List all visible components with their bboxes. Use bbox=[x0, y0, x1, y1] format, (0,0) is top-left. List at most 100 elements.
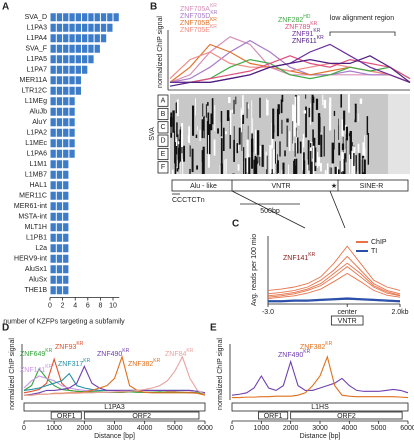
alignment-texture bbox=[235, 96, 237, 105]
alignment-texture bbox=[317, 156, 321, 167]
alignment-texture bbox=[338, 142, 341, 156]
alignment-texture bbox=[340, 94, 343, 108]
alignment-texture bbox=[326, 163, 329, 174]
alignment-texture bbox=[344, 153, 347, 160]
category-label: AluSx bbox=[29, 277, 48, 284]
alignment-texture bbox=[288, 131, 291, 152]
bar bbox=[50, 55, 95, 64]
category-label: HAL1 bbox=[29, 182, 47, 189]
x-tick-label: 6000 bbox=[197, 425, 213, 432]
bar bbox=[50, 139, 76, 148]
alignment-texture bbox=[345, 126, 348, 141]
profile-line bbox=[268, 297, 401, 302]
category-label: HERV9-int bbox=[14, 256, 47, 263]
alignment-texture bbox=[341, 119, 344, 137]
alignment-texture bbox=[272, 108, 275, 139]
alignment-texture bbox=[174, 130, 176, 164]
orf-box bbox=[257, 411, 289, 420]
category-label: L1PA6 bbox=[27, 151, 48, 158]
series-label: ZNF705AKR bbox=[180, 3, 217, 13]
bar bbox=[50, 44, 101, 53]
zoom-lines bbox=[231, 190, 346, 229]
line-series bbox=[169, 55, 411, 87]
bar bbox=[50, 118, 76, 127]
alignment-texture bbox=[191, 148, 194, 173]
x-tick-label: 6 bbox=[86, 302, 90, 309]
alignment-texture bbox=[343, 110, 346, 131]
row-label: A bbox=[161, 98, 166, 105]
category-label: L1PA7 bbox=[27, 67, 48, 74]
alignment-texture bbox=[338, 118, 339, 140]
series-label: ZNF705EKR bbox=[180, 24, 217, 34]
category-label: LTR12C bbox=[21, 88, 47, 95]
series-name: ZNF490 bbox=[97, 351, 122, 358]
bar bbox=[50, 244, 69, 253]
row-box bbox=[157, 134, 169, 147]
alignment-texture bbox=[357, 143, 360, 153]
alignment-texture bbox=[205, 104, 207, 118]
alignment-texture bbox=[275, 141, 277, 164]
bar bbox=[50, 34, 107, 43]
series-name: ZNF84 bbox=[165, 351, 187, 358]
category-label: MER61-int bbox=[14, 203, 47, 210]
segment-label: SINE-R bbox=[360, 183, 384, 190]
x-tick-label: 4000 bbox=[137, 425, 153, 432]
alignment-texture bbox=[336, 166, 339, 174]
series-tag: KR bbox=[186, 348, 193, 354]
bar bbox=[50, 223, 69, 232]
x-tick-label: 4000 bbox=[342, 425, 358, 432]
series-label: ZNF490KR bbox=[97, 348, 130, 358]
category-label: AluY bbox=[32, 119, 47, 126]
series-name: ZNF317 bbox=[58, 361, 83, 368]
category-label: L1PA3 bbox=[27, 25, 48, 32]
alignment-texture bbox=[297, 137, 299, 154]
element-label: L1HS bbox=[311, 404, 329, 411]
alignment-texture bbox=[208, 124, 211, 155]
alignment-texture bbox=[297, 95, 300, 126]
series-name: ZNF490 bbox=[278, 352, 303, 359]
alignment-texture bbox=[219, 164, 222, 174]
x-tick-label: 1000 bbox=[254, 425, 270, 432]
alignment-texture bbox=[265, 151, 267, 170]
series-tag: KR bbox=[303, 349, 310, 355]
category-label: L1MEc bbox=[25, 140, 47, 147]
alignment-texture bbox=[295, 127, 297, 137]
segment-label: VNTR bbox=[271, 183, 290, 190]
alignment-texture bbox=[331, 142, 335, 164]
series-label: ZNF649KR bbox=[20, 348, 53, 358]
bar bbox=[50, 233, 69, 242]
bar bbox=[50, 13, 120, 22]
alignment-texture bbox=[323, 126, 325, 157]
element-label: L1PA3 bbox=[104, 404, 125, 411]
category-label: MSTA-int bbox=[18, 214, 47, 221]
panel-letter: D bbox=[2, 323, 9, 334]
star: ★ bbox=[331, 182, 337, 190]
orf-label: ORF2 bbox=[337, 413, 356, 420]
bar bbox=[50, 160, 69, 169]
series-name: ZNF649 bbox=[20, 351, 45, 358]
alignment-texture bbox=[177, 141, 180, 145]
alignment-gap bbox=[388, 94, 410, 174]
alignment-texture bbox=[238, 127, 241, 145]
x-tick-label: 6000 bbox=[400, 425, 414, 432]
alignment-texture bbox=[233, 126, 235, 144]
bar bbox=[50, 128, 76, 137]
alignment-texture bbox=[176, 99, 179, 117]
alignment-texture bbox=[242, 95, 244, 115]
category-label: L1PB1 bbox=[26, 235, 47, 242]
alignment-texture bbox=[217, 128, 219, 134]
bar bbox=[50, 275, 69, 284]
alignment-texture bbox=[316, 152, 319, 168]
x-tick-label: 5000 bbox=[371, 425, 387, 432]
line-series bbox=[232, 354, 409, 399]
row-box bbox=[157, 121, 169, 134]
x-tick-label: 0 bbox=[22, 425, 26, 432]
orf-box bbox=[83, 411, 200, 420]
alignment-texture bbox=[341, 151, 344, 172]
alignment-texture bbox=[178, 139, 180, 164]
bar bbox=[50, 149, 76, 158]
alignment-texture bbox=[266, 98, 268, 103]
bar bbox=[50, 107, 76, 116]
alignment-texture bbox=[320, 134, 323, 157]
alignment-texture bbox=[313, 147, 317, 172]
